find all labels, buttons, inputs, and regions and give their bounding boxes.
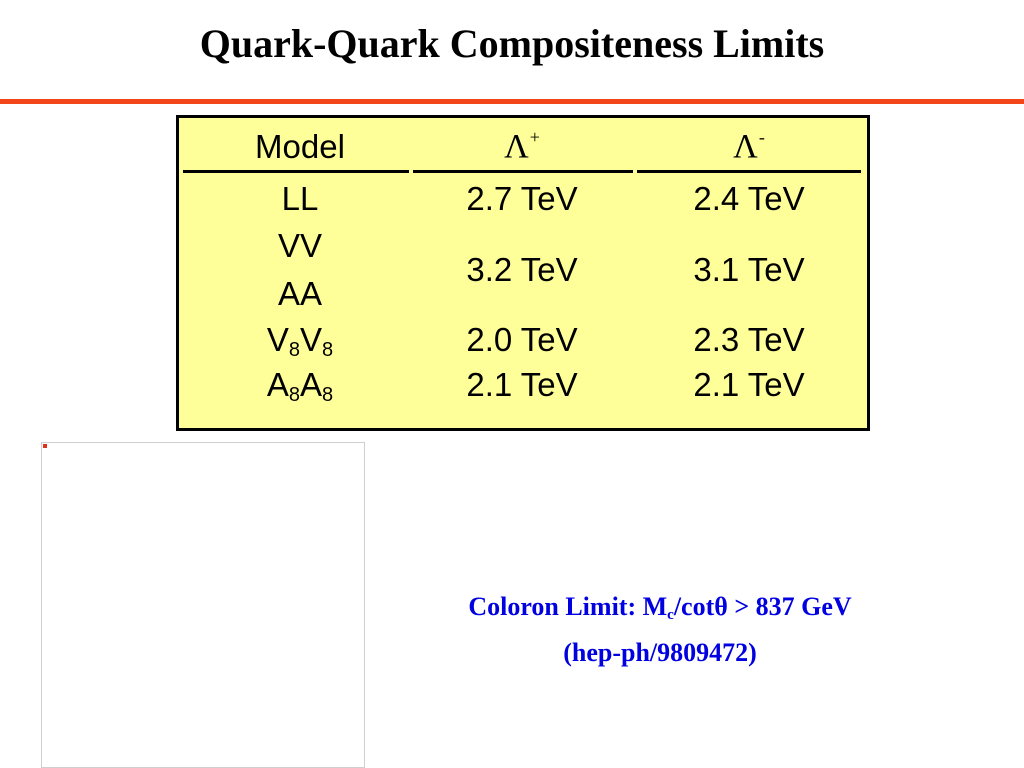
coloron-line-1: Coloron Limit: Mc/cotθ > 837 GeV: [380, 588, 940, 634]
header-rule-model: [183, 170, 409, 173]
row-vvaa-minus: 3.1 TeV: [693, 251, 805, 288]
v8-sub-b: 8: [322, 339, 334, 361]
row-v8v8-minus: 2.3 TeV: [693, 321, 805, 358]
row-aa-model: AA: [277, 275, 323, 312]
coloron-line-2: (hep-ph/9809472): [563, 638, 757, 667]
v8-letter-a: V: [266, 321, 289, 358]
row-a8a8-minus: 2.1 TeV: [693, 366, 805, 403]
limits-table: Model Λ+ Λ- LL 2.7 TeV 2.4 TeV VV AA 3.2…: [176, 115, 870, 431]
row-a8a8-plus: 2.1 TeV: [466, 366, 578, 403]
embedded-figure-placeholder: [41, 442, 365, 768]
broken-image-icon: [43, 444, 47, 448]
a8-letter-a: A: [266, 366, 289, 403]
title-divider: [0, 99, 1024, 104]
header-lambda-minus: Λ-: [733, 128, 765, 164]
coloron-cot: /cot: [673, 592, 715, 621]
lambda-plus-symbol: Λ: [504, 128, 529, 165]
coloron-sub: c: [667, 607, 674, 623]
header-lambda-plus: Λ+: [504, 128, 540, 164]
header-model: Model: [255, 128, 345, 165]
row-a8a8-model: A8A8: [267, 368, 333, 405]
lambda-minus-symbol: Λ: [733, 128, 758, 165]
v8-letter-b: V: [300, 321, 323, 358]
header-rule-plus: [413, 170, 633, 173]
lambda-plus-sign: +: [529, 127, 540, 147]
slide-title: Quark-Quark Compositeness Limits: [199, 21, 825, 66]
row-ll-minus: 2.4 TeV: [693, 180, 805, 217]
a8-letter-b: A: [300, 366, 323, 403]
row-ll-model: LL: [281, 180, 319, 217]
coloron-value: > 837 GeV: [727, 592, 852, 621]
a8-sub-a: 8: [288, 384, 300, 406]
row-vv-model: VV: [277, 227, 323, 264]
v8-sub-a: 8: [288, 339, 300, 361]
coloron-prefix: Coloron Limit: M: [468, 592, 668, 621]
lambda-minus-sign: -: [758, 127, 765, 147]
row-v8v8-plus: 2.0 TeV: [466, 321, 578, 358]
coloron-theta: θ: [714, 592, 728, 621]
row-ll-plus: 2.7 TeV: [466, 180, 578, 217]
a8-sub-b: 8: [322, 384, 334, 406]
row-v8v8-model: V8V8: [267, 323, 333, 360]
coloron-limit-text: Coloron Limit: Mc/cotθ > 837 GeV (hep-ph…: [380, 588, 940, 672]
row-vvaa-plus: 3.2 TeV: [466, 251, 578, 288]
header-rule-minus: [637, 170, 861, 173]
